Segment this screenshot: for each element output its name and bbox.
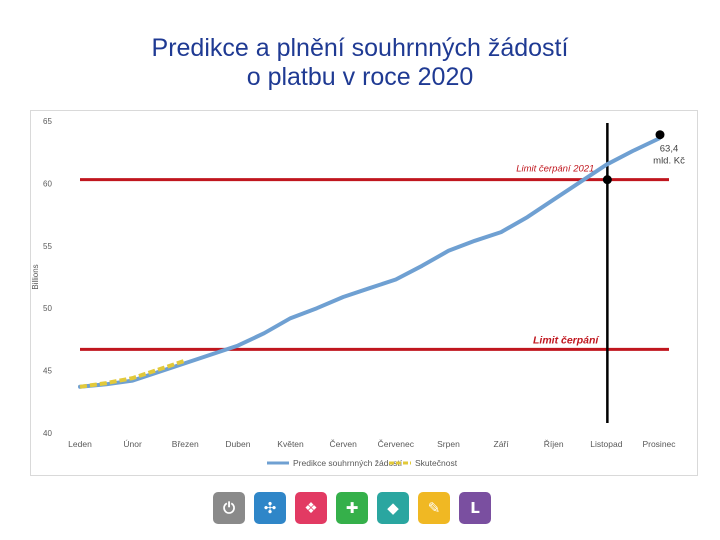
- x-tick-label: Červen: [329, 439, 357, 449]
- logo-glyph-icon: ✚: [345, 499, 359, 517]
- legend-label: Skutečnost: [415, 458, 458, 468]
- slide-title-line2: o platbu v roce 2020: [246, 63, 474, 91]
- annotation-label-line1: 63,4: [660, 144, 679, 155]
- logo-4: ✚: [336, 492, 368, 524]
- y-tick-label: 40: [43, 429, 52, 438]
- x-tick-label: Únor: [123, 439, 142, 449]
- reference-line-label: Limit čerpání: [533, 334, 600, 346]
- logo-6: ✎: [418, 492, 450, 524]
- y-tick-label: 45: [43, 367, 52, 376]
- x-tick-label: Prosinec: [642, 439, 676, 449]
- reference-line-label: Limit čerpání 2021: [516, 164, 594, 175]
- legend-label: Predikce souhrnných žádostí: [293, 458, 403, 468]
- series-line: [79, 358, 186, 389]
- slide-title-line1: Predikce a plnění souhrnných žádostí: [151, 34, 569, 62]
- y-tick-label: 60: [43, 179, 52, 188]
- y-tick-label: 65: [43, 117, 52, 126]
- highlight-point: [602, 175, 612, 185]
- chart-frame: Billions 40 45 50 55 60 65 Leden Únor Březen Duben…: [30, 110, 698, 476]
- x-tick-label: Říjen: [544, 439, 564, 449]
- logo-2: ✣: [254, 492, 286, 524]
- footer-logos: ⏻ ✣ ❖ ✚ ◆ ✎ L: [213, 492, 491, 526]
- x-tick-label: Září: [494, 439, 510, 449]
- annotation-label-line2: mld. Kč: [653, 156, 685, 167]
- x-tick-label: Srpen: [437, 439, 460, 449]
- y-tick-label: 50: [43, 304, 52, 313]
- y-tick-label: 55: [43, 242, 52, 251]
- logo-glyph-icon: ✣: [263, 499, 277, 517]
- logo-glyph-icon: L: [470, 499, 480, 517]
- logo-glyph-icon: ❖: [304, 499, 318, 517]
- y-axis-label: Billions: [31, 264, 40, 289]
- x-tick-label: Březen: [172, 439, 199, 449]
- x-tick-label: Listopad: [590, 439, 622, 449]
- series-line: [78, 136, 661, 389]
- highlight-point: [655, 130, 665, 140]
- logo-glyph-icon: ⏻: [223, 499, 235, 517]
- x-tick-label: Duben: [225, 439, 250, 449]
- slide-title: Predikce a plnění souhrnných žádostí o p…: [0, 34, 720, 92]
- logo-7: L: [459, 492, 491, 524]
- x-tick-label: Květen: [277, 439, 304, 449]
- logo-1: ⏻: [213, 492, 245, 524]
- line-chart: Billions 40 45 50 55 60 65 Leden Únor Březen Duben…: [31, 117, 685, 468]
- x-tick-label: Červenec: [378, 439, 415, 449]
- logo-glyph-icon: ◆: [387, 499, 399, 517]
- logo-3: ❖: [295, 492, 327, 524]
- logo-5: ◆: [377, 492, 409, 524]
- x-tick-label: Leden: [68, 439, 92, 449]
- logo-glyph-icon: ✎: [427, 499, 441, 517]
